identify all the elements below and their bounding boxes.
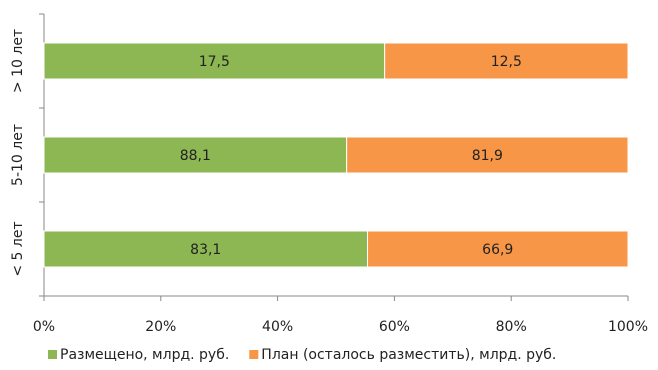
x-tick-label: 20%: [145, 319, 176, 335]
data-label: 12,5: [491, 54, 522, 70]
bar-segment: [43, 136, 348, 174]
y-tick-label: 5-10 лет: [10, 124, 26, 186]
data-label: 83,1: [190, 242, 221, 258]
data-label: 66,9: [482, 242, 513, 258]
data-label: 88,1: [180, 148, 211, 164]
x-tick-label: 80%: [496, 319, 527, 335]
data-label: 81,9: [472, 148, 503, 164]
bar-segment: [43, 42, 386, 80]
bar-segment: [346, 136, 629, 174]
bar-segment: [384, 42, 629, 80]
x-tick-label: 60%: [379, 319, 410, 335]
x-tick-label: 40%: [262, 319, 293, 335]
x-tick-label: 0%: [33, 319, 55, 335]
data-label: 17,5: [199, 54, 230, 70]
y-tick-label: < 5 лет: [10, 221, 26, 276]
legend-label: Размещено, млрд. руб.: [60, 347, 229, 363]
legend-swatch: [48, 350, 57, 359]
bar-segment: [43, 230, 369, 268]
bar-segment: [367, 230, 629, 268]
x-tick-label: 100%: [608, 319, 648, 335]
y-tick-label: > 10 лет: [10, 29, 26, 93]
legend-label: План (осталось разместить), млрд. руб.: [261, 347, 556, 363]
legend-swatch: [249, 350, 259, 359]
